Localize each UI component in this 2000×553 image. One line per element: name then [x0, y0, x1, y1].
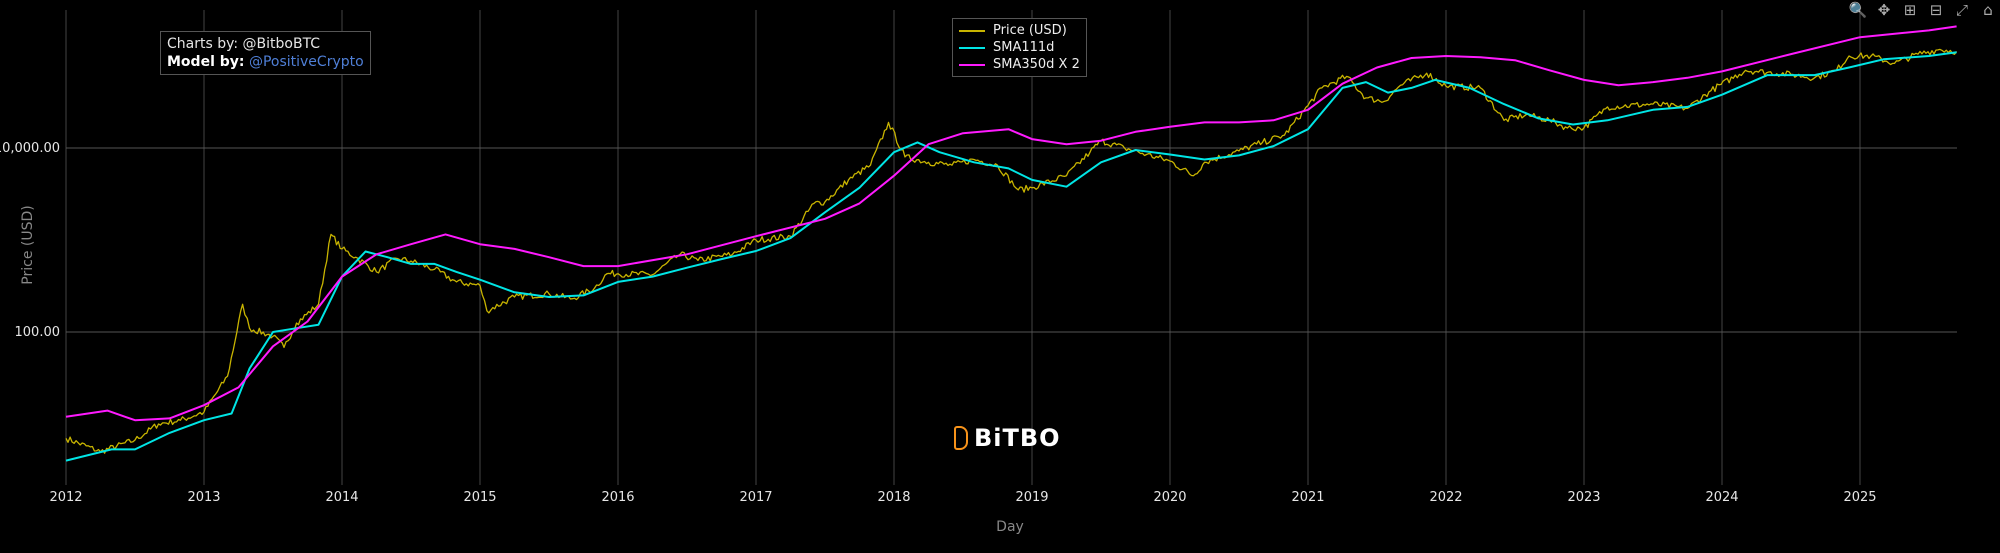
x-tick-label: 2014: [325, 490, 358, 505]
zoom-icon[interactable]: 🔍: [1848, 1, 1868, 19]
legend-swatch: [959, 46, 985, 49]
charts-by-text: Charts by: @BitboBTC: [167, 36, 321, 52]
x-tick-label: 2023: [1567, 490, 1600, 505]
y-tick-label: 100.00: [15, 325, 61, 340]
pan-icon[interactable]: ✥: [1877, 1, 1891, 19]
model-by-link[interactable]: @PositiveCrypto: [248, 54, 364, 70]
x-axis-title: Day: [996, 519, 1024, 535]
x-tick-label: 2020: [1153, 490, 1186, 505]
zoom-in-icon[interactable]: ⊞: [1903, 1, 1917, 19]
x-tick-label: 2024: [1705, 490, 1738, 505]
bitbo-logo-text: BiTBO: [974, 424, 1061, 452]
x-tick-label: 2017: [739, 490, 772, 505]
x-tick-label: 2012: [49, 490, 82, 505]
y-axis-ticks: 100.00 10,000.00: [0, 141, 60, 340]
x-axis-ticks: 2012 2013 2014 2015 2016 2017 2018 2019 2020 2021…: [49, 490, 1876, 505]
x-tick-label: 2016: [601, 490, 634, 505]
x-tick-label: 2022: [1429, 490, 1462, 505]
model-by-label: Model by:: [167, 54, 245, 70]
legend-swatch: [959, 29, 985, 32]
autoscale-icon[interactable]: ⤢: [1955, 1, 1968, 19]
x-tick-label: 2018: [877, 490, 910, 505]
legend-label: Price (USD): [993, 23, 1067, 38]
y-tick-label: 10,000.00: [0, 141, 60, 156]
zoom-out-icon[interactable]: ⊟: [1929, 1, 1943, 19]
bitbo-logo-icon: [954, 426, 968, 450]
legend-swatch: [959, 63, 985, 66]
x-tick-label: 2019: [1015, 490, 1048, 505]
legend-label: SMA111d: [993, 40, 1055, 55]
x-tick-label: 2013: [187, 490, 220, 505]
series-line-price-usd-[interactable]: [65, 48, 1958, 454]
series-line-sma350d-x-2[interactable]: [65, 25, 1957, 422]
bitbo-logo: BiTBO: [954, 424, 1061, 452]
legend: Price (USD) SMA111d SMA350d X 2: [952, 18, 1087, 77]
y-axis-title: Price (USD): [20, 205, 36, 284]
legend-item-sma111[interactable]: SMA111d: [959, 39, 1080, 56]
x-tick-label: 2021: [1291, 490, 1324, 505]
legend-item-sma350x2[interactable]: SMA350d X 2: [959, 56, 1080, 73]
chart-toolbar: 🔍 ✥ ⊞ ⊟ ⤢ ⌂: [1848, 1, 1996, 19]
series-lines: [65, 25, 1958, 462]
credits-annotation: Charts by: @BitboBTC Model by: @Positive…: [160, 31, 371, 75]
legend-item-price[interactable]: Price (USD): [959, 22, 1080, 39]
grid: [65, 10, 1957, 485]
x-tick-label: 2025: [1843, 490, 1876, 505]
reset-axes-icon[interactable]: ⌂: [1983, 1, 1993, 19]
legend-label: SMA350d X 2: [993, 57, 1080, 72]
x-tick-label: 2015: [463, 490, 496, 505]
series-line-sma111d[interactable]: [65, 51, 1957, 462]
